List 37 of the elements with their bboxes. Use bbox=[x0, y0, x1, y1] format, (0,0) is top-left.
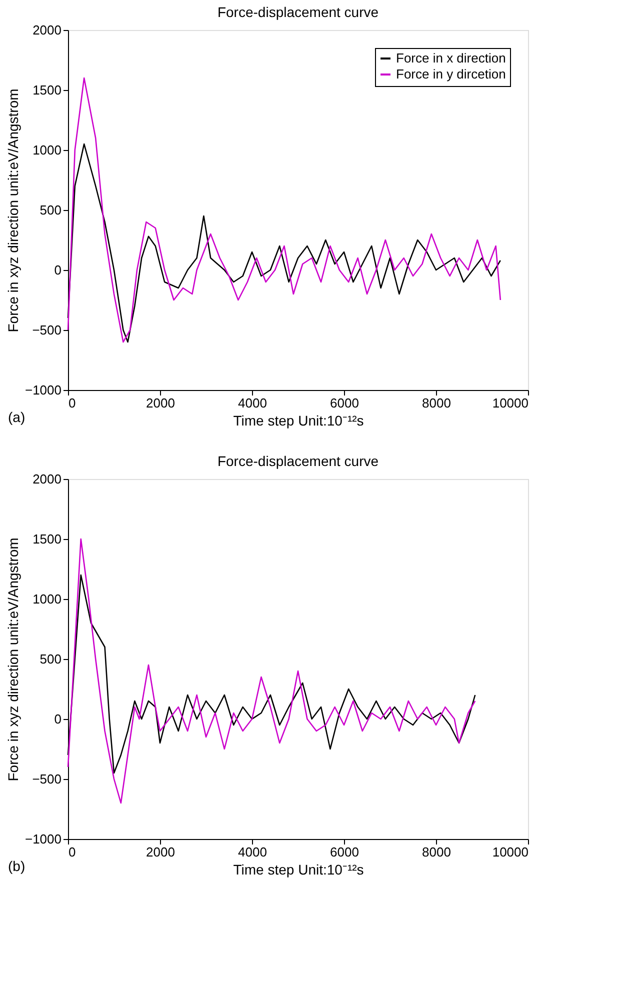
x-tick-label: 4000 bbox=[238, 844, 267, 860]
y-tick-label: 1500 bbox=[32, 532, 62, 546]
y-tick-label: 500 bbox=[40, 202, 62, 218]
chart-title: Force-displacement curve bbox=[217, 453, 379, 469]
y-tick-label: 1500 bbox=[32, 82, 62, 98]
y-tick-label: 500 bbox=[40, 652, 62, 666]
legend-label: Force in y dircetion bbox=[396, 66, 506, 82]
line-series bbox=[67, 538, 476, 804]
x-tick-label: 0 bbox=[68, 844, 76, 860]
x-tick-label: 2000 bbox=[146, 396, 175, 410]
y-tick-label: 1000 bbox=[32, 592, 62, 606]
y-tick-label: 0 bbox=[54, 262, 62, 278]
y-tick-label: −500 bbox=[32, 772, 62, 786]
y-tick-label: −500 bbox=[32, 322, 62, 338]
x-axis-title: Time step Unit:10⁻¹²s bbox=[233, 862, 364, 878]
x-tick-label: 0 bbox=[68, 396, 76, 410]
legend-label: Force in x direction bbox=[396, 50, 506, 66]
chart-title: Force-displacement curve bbox=[217, 4, 379, 20]
text: (a) bbox=[8, 409, 26, 425]
x-tick-label: 10000 bbox=[492, 844, 528, 860]
y-tick-label: 2000 bbox=[32, 472, 62, 486]
y-axis-title: Force in xyz direction unit:eV/Angstrom bbox=[4, 538, 21, 782]
x-tick-label: 6000 bbox=[330, 844, 359, 860]
y-tick-label: 0 bbox=[54, 712, 62, 726]
y-tick-label: −1000 bbox=[24, 382, 62, 398]
x-tick-label: 4000 bbox=[238, 396, 267, 410]
x-tick-label: 8000 bbox=[422, 396, 451, 410]
x-tick-label: 2000 bbox=[146, 844, 175, 860]
y-tick-label: 1000 bbox=[32, 142, 62, 158]
x-axis-title: Time step Unit:10⁻¹²s bbox=[233, 412, 364, 428]
text: (b) bbox=[8, 858, 26, 874]
x-tick-label: 8000 bbox=[422, 844, 451, 860]
y-tick-label: −1000 bbox=[24, 832, 62, 846]
y-axis-title: Force in xyz direction unit:eV/Angstrom bbox=[4, 88, 21, 332]
x-tick-label: 10000 bbox=[492, 396, 528, 410]
x-tick-label: 6000 bbox=[330, 396, 359, 410]
y-tick-label: 2000 bbox=[32, 22, 62, 38]
